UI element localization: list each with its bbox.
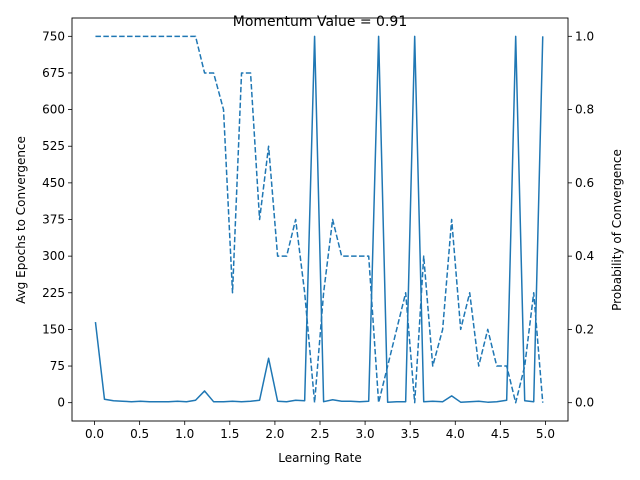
- y-left-tick-label: 375: [42, 213, 65, 227]
- series-layer: [94, 35, 544, 404]
- x-tick-label: 5.0: [536, 427, 555, 441]
- y-left-tick-label: 300: [42, 249, 65, 263]
- y-right-tick-label: 0.0: [575, 396, 594, 410]
- x-tick-label: 0.0: [85, 427, 104, 441]
- x-tick-label: 1.5: [220, 427, 239, 441]
- x-tick-label: 0.5: [130, 427, 149, 441]
- y-left-tick-label: 150: [42, 322, 65, 336]
- y-left-tick-label: 75: [50, 359, 65, 373]
- y-right-tick-label: 1.0: [575, 29, 594, 43]
- y-left-tick-label: 450: [42, 176, 65, 190]
- y-right-axis-label: Probability of Convergence: [610, 149, 624, 311]
- probability-series-line: [95, 35, 544, 404]
- y-left-tick-label: 225: [42, 286, 65, 300]
- x-tick-label: 2.0: [265, 427, 284, 441]
- x-tick-label: 3.0: [356, 427, 375, 441]
- chart-title: Momentum Value = 0.91: [233, 14, 407, 30]
- y-right-tick-label: 0.8: [575, 103, 594, 117]
- y-right-tick-label: 0.6: [575, 176, 594, 190]
- y-left-axis-ticks: 0 75 150 225 300 375 450 525 600 675 750: [42, 29, 72, 410]
- y-left-tick-label: 675: [42, 66, 65, 80]
- epochs-series-line: [94, 35, 544, 403]
- x-tick-label: 4.5: [491, 427, 510, 441]
- y-right-tick-label: 0.2: [575, 322, 594, 336]
- y-left-tick-label: 525: [42, 139, 65, 153]
- x-axis-ticks: 0.0 0.5 1.0 1.5 2.0 2.5 3.0 3.5 4.0 4.5 5.0: [85, 421, 555, 441]
- y-right-axis-ticks: 0.0 0.2 0.4 0.6 0.8 1.0: [568, 29, 594, 410]
- plot-area: [71, 17, 569, 422]
- x-tick-label: 2.5: [310, 427, 329, 441]
- y-right-tick-label: 0.4: [575, 249, 594, 263]
- y-left-tick-label: 600: [42, 103, 65, 117]
- x-tick-label: 1.0: [175, 427, 194, 441]
- y-left-tick-label: 750: [42, 29, 65, 43]
- y-left-axis-label: Avg Epochs to Convergence: [14, 136, 28, 304]
- x-axis-label: Learning Rate: [278, 451, 361, 465]
- y-left-tick-label: 0: [57, 396, 65, 410]
- x-tick-label: 4.0: [446, 427, 465, 441]
- x-tick-label: 3.5: [401, 427, 420, 441]
